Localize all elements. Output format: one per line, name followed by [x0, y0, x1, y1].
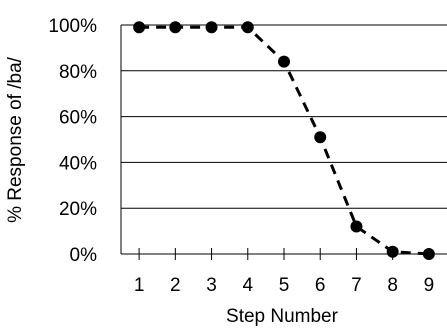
x-tick-label: 4 — [242, 275, 253, 296]
data-point — [206, 21, 218, 33]
data-point — [423, 248, 435, 260]
y-tick-label: 40% — [59, 153, 97, 174]
data-point — [242, 21, 254, 33]
x-tick-label: 9 — [424, 275, 435, 296]
x-tick-label: 5 — [279, 275, 290, 296]
y-tick-label: 100% — [48, 16, 97, 37]
y-tick-labels: 0% 20% 40% 60% 80% 100% — [48, 16, 97, 266]
x-axis-label: Step Number — [226, 306, 339, 327]
series-group — [133, 21, 435, 260]
x-tick-label: 8 — [387, 275, 398, 296]
data-point — [387, 246, 399, 258]
data-point — [169, 21, 181, 33]
data-point — [350, 221, 362, 233]
data-point — [314, 131, 326, 143]
data-point — [278, 56, 290, 68]
x-tick-label: 1 — [134, 275, 145, 296]
x-tick-label: 2 — [170, 275, 181, 296]
y-tick-label: 60% — [59, 108, 97, 129]
y-tick-label: 80% — [59, 62, 97, 83]
data-point — [133, 21, 145, 33]
y-tick-label: 20% — [59, 199, 97, 220]
y-axis-label: % Response of /ba/ — [5, 56, 26, 223]
y-tick-label: 0% — [70, 245, 98, 266]
x-tick-label: 7 — [351, 275, 362, 296]
x-tick-label: 6 — [315, 275, 326, 296]
x-tick-label: 3 — [206, 275, 217, 296]
